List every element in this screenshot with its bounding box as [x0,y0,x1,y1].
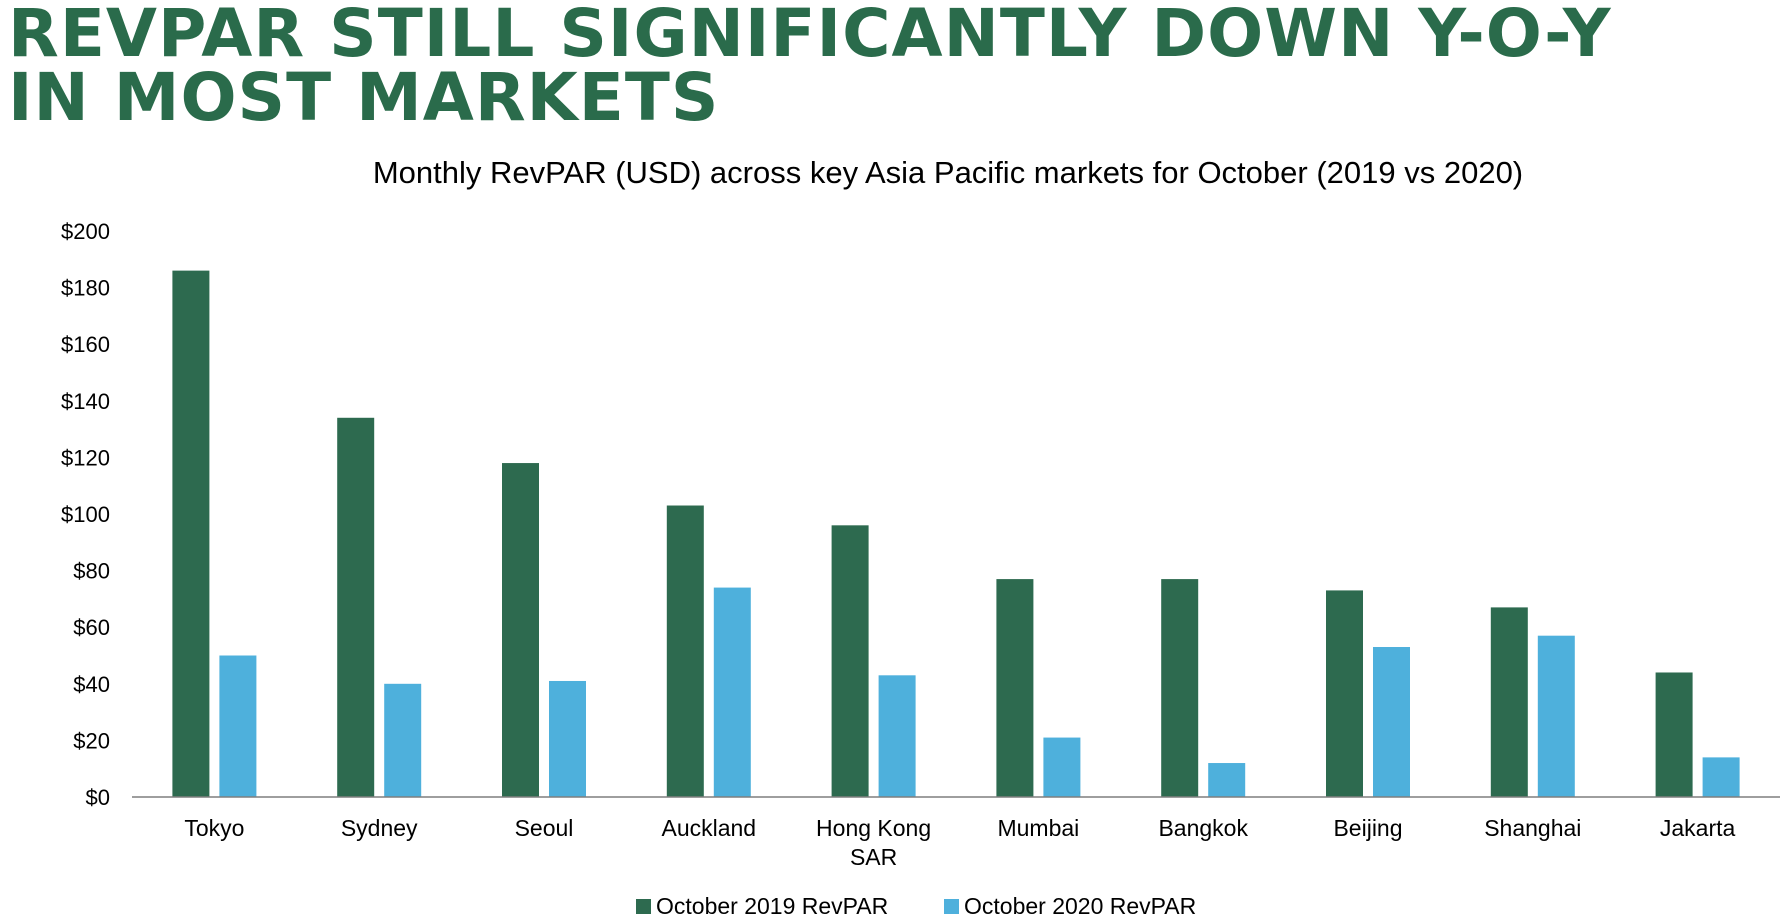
bar-2019 [337,417,375,797]
y-tick-label: $200 [61,219,110,244]
y-tick-label: $40 [73,672,110,697]
y-tick-label: $20 [73,728,110,753]
bar-2020 [878,675,916,797]
bar-2019 [172,270,210,797]
bar-2019 [1490,607,1528,797]
y-tick-label: $160 [61,332,110,357]
bar-2019 [1326,590,1363,797]
category-label: SAR [850,844,897,870]
bar-2019 [666,505,704,797]
category-label: Mumbai [997,815,1079,841]
bar-2019 [502,463,539,797]
y-tick-label: $140 [61,389,110,414]
category-label: Tokyo [184,815,244,841]
bar-2019 [1655,672,1693,797]
bar-2019 [1161,579,1199,797]
legend-swatch-2020 [944,899,959,914]
legend-label-2019: October 2019 RevPAR [656,893,888,919]
y-tick-label: $100 [61,502,110,527]
category-label: Shanghai [1484,815,1581,841]
legend-label-2020: October 2020 RevPAR [964,893,1196,919]
bar-2019 [996,579,1034,797]
bar-2020 [713,587,751,797]
y-tick-label: $120 [61,445,110,470]
bar-2020 [1373,647,1410,797]
legend-swatch-2019 [636,899,651,914]
chart-title: Monthly RevPAR (USD) across key Asia Pac… [373,155,1523,190]
y-tick-label: $60 [73,615,110,640]
category-label: Sydney [341,815,418,841]
bar-2020 [549,680,586,797]
bar-2020 [219,655,257,797]
category-label: Seoul [515,815,574,841]
category-label: Jakarta [1660,815,1736,841]
category-label: Auckland [661,815,756,841]
bar-2020 [1702,757,1740,797]
y-tick-label: $0 [86,785,110,810]
bar-2020 [1208,763,1246,797]
bar-2020 [1537,635,1575,797]
y-tick-label: $180 [61,276,110,301]
y-tick-label: $80 [73,559,110,584]
headline: REVPAR STILL SIGNIFICANTLY DOWN Y-O-Y IN… [8,0,1612,136]
category-label: Bangkok [1158,815,1248,841]
bar-2020 [1043,737,1081,797]
bar-2020 [384,683,422,797]
bar-2019 [831,525,869,797]
category-label: Hong Kong [816,815,931,841]
category-label: Beijing [1333,815,1402,841]
